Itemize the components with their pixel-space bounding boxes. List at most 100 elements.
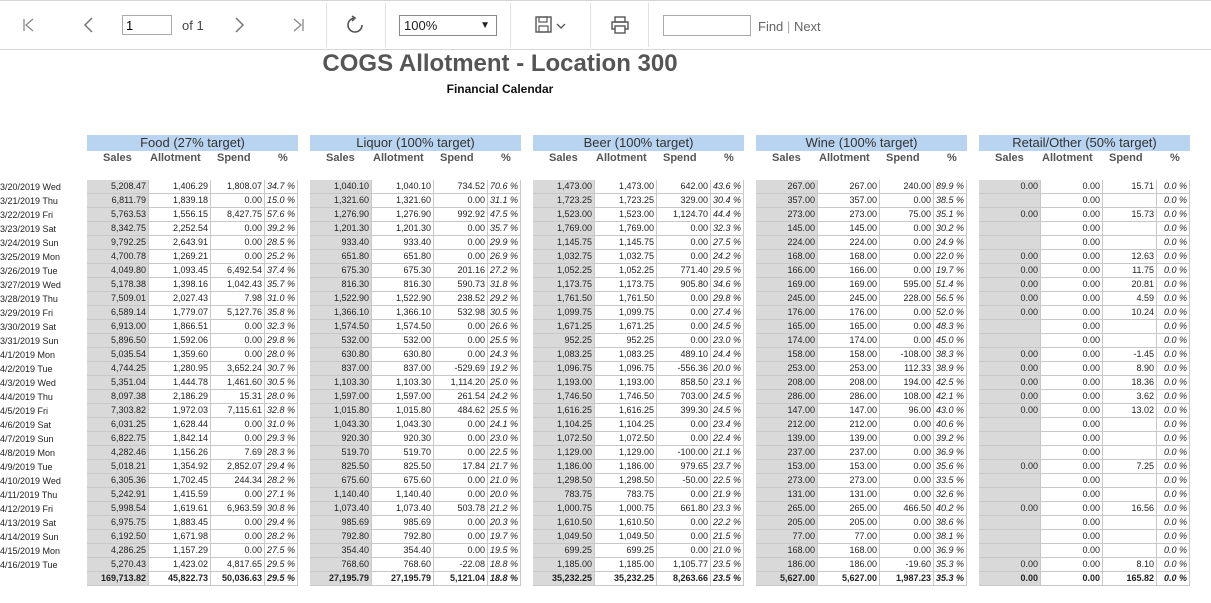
zoom-select[interactable]: 100% ▼ bbox=[399, 15, 497, 36]
percent-cell: 32.3 % bbox=[265, 320, 298, 334]
sales-cell: 186.00 bbox=[756, 558, 818, 572]
percent-cell: 0.0 % bbox=[1157, 558, 1190, 572]
table-row: 3/29/2019 Fri 6,589.14 1,779.07 5,127.76 35.… bbox=[0, 306, 1211, 320]
sales-cell: 699.25 bbox=[533, 544, 595, 558]
percent-cell: 0.0 % bbox=[1157, 306, 1190, 320]
spend-cell: 240.00 bbox=[880, 180, 934, 194]
allotment-cell: 245.00 bbox=[818, 292, 880, 306]
percent-cell: 31.1 % bbox=[488, 194, 521, 208]
allotment-cell: 2,643.91 bbox=[149, 236, 211, 250]
allotment-cell: 1,444.78 bbox=[149, 376, 211, 390]
allotment-cell: 147.00 bbox=[818, 404, 880, 418]
allotment-cell: 1,406.29 bbox=[149, 180, 211, 194]
page-number-input[interactable] bbox=[122, 15, 172, 35]
allotment-cell: 0.00 bbox=[1041, 376, 1103, 390]
column-header: Spend bbox=[217, 152, 251, 164]
percent-cell: 45.0 % bbox=[934, 334, 967, 348]
allotment-cell: 77.00 bbox=[818, 530, 880, 544]
sales-cell: 169,713.82 bbox=[87, 572, 149, 586]
allotment-cell: 1,473.00 bbox=[595, 180, 657, 194]
percent-cell: 0.0 % bbox=[1157, 516, 1190, 530]
sales-cell: 354.40 bbox=[310, 544, 372, 558]
spend-cell bbox=[1103, 320, 1157, 334]
spend-cell: 0.00 bbox=[434, 320, 488, 334]
sales-cell: 1,103.30 bbox=[310, 376, 372, 390]
spend-cell: 238.52 bbox=[434, 292, 488, 306]
print-icon[interactable] bbox=[605, 1, 635, 49]
sales-cell: 27,195.79 bbox=[310, 572, 372, 586]
next-link[interactable]: Next bbox=[793, 19, 821, 34]
row-date: 4/12/2019 Fri bbox=[0, 504, 54, 514]
allotment-cell: 212.00 bbox=[818, 418, 880, 432]
percent-cell: 30.5 % bbox=[488, 306, 521, 320]
row-date: 3/27/2019 Wed bbox=[0, 280, 61, 290]
sales-cell: 8,097.38 bbox=[87, 390, 149, 404]
sales-cell: 245.00 bbox=[756, 292, 818, 306]
save-icon[interactable] bbox=[528, 1, 574, 49]
allotment-cell: 2,027.43 bbox=[149, 292, 211, 306]
sales-cell: 147.00 bbox=[756, 404, 818, 418]
column-header: Sales bbox=[326, 152, 355, 164]
allotment-cell: 651.80 bbox=[372, 250, 434, 264]
allotment-cell: 1,280.95 bbox=[149, 362, 211, 376]
allotment-cell: 1,574.50 bbox=[372, 320, 434, 334]
find-input[interactable] bbox=[663, 15, 751, 36]
column-header: Allotment bbox=[1042, 152, 1093, 164]
percent-cell: 38.5 % bbox=[934, 194, 967, 208]
sales-cell: 0.00 bbox=[979, 250, 1041, 264]
sales-cell: 675.30 bbox=[310, 264, 372, 278]
spend-cell: 0.00 bbox=[657, 516, 711, 530]
sales-cell: 0.00 bbox=[979, 264, 1041, 278]
next-page-icon[interactable] bbox=[224, 1, 254, 49]
spend-cell: 979.65 bbox=[657, 460, 711, 474]
percent-cell: 0.0 % bbox=[1157, 474, 1190, 488]
table-row: 4/2/2019 Tue 4,744.25 1,280.95 3,652.24 30.7… bbox=[0, 362, 1211, 376]
find-link[interactable]: Find bbox=[758, 19, 784, 34]
spend-cell: 0.00 bbox=[657, 292, 711, 306]
spend-cell: 20.81 bbox=[1103, 278, 1157, 292]
percent-cell: 37.4 % bbox=[265, 264, 298, 278]
percent-cell: 0.0 % bbox=[1157, 222, 1190, 236]
row-date: 4/7/2019 Sun bbox=[0, 434, 54, 444]
sales-cell: 1,610.50 bbox=[533, 516, 595, 530]
percent-cell: 26.6 % bbox=[488, 320, 521, 334]
last-page-icon[interactable] bbox=[283, 1, 313, 49]
allotment-cell: 1,972.03 bbox=[149, 404, 211, 418]
sales-cell: 1,769.00 bbox=[533, 222, 595, 236]
allotment-cell: 0.00 bbox=[1041, 306, 1103, 320]
allotment-cell: 1,769.00 bbox=[595, 222, 657, 236]
refresh-icon[interactable] bbox=[340, 1, 370, 49]
row-date: 4/16/2019 Tue bbox=[0, 560, 58, 570]
prev-page-icon[interactable] bbox=[74, 1, 104, 49]
percent-cell: 0.0 % bbox=[1157, 250, 1190, 264]
allotment-cell: 1,083.25 bbox=[595, 348, 657, 362]
report-toolbar: of 1 100% ▼ Find | Next bbox=[0, 0, 1211, 50]
percent-cell: 36.9 % bbox=[934, 544, 967, 558]
sales-cell: 224.00 bbox=[756, 236, 818, 250]
spend-cell: 17.84 bbox=[434, 460, 488, 474]
allotment-cell: 837.00 bbox=[372, 362, 434, 376]
spend-cell: 0.00 bbox=[657, 222, 711, 236]
spend-cell: 0.00 bbox=[657, 236, 711, 250]
group-header: Food (27% target) bbox=[87, 135, 298, 151]
allotment-cell: 186.00 bbox=[818, 558, 880, 572]
spend-cell: 399.30 bbox=[657, 404, 711, 418]
sales-cell: 5,627.00 bbox=[756, 572, 818, 586]
sales-cell: 1,049.50 bbox=[533, 530, 595, 544]
column-header: Allotment bbox=[150, 152, 201, 164]
column-header: Allotment bbox=[819, 152, 870, 164]
spend-cell: -529.69 bbox=[434, 362, 488, 376]
percent-cell: 35.8 % bbox=[265, 306, 298, 320]
percent-cell: 29.8 % bbox=[265, 334, 298, 348]
sales-cell: 1,746.50 bbox=[533, 390, 595, 404]
percent-cell: 33.5 % bbox=[934, 474, 967, 488]
sales-cell: 1,523.00 bbox=[533, 208, 595, 222]
percent-cell: 0.0 % bbox=[1157, 236, 1190, 250]
allotment-cell: 952.25 bbox=[595, 334, 657, 348]
sales-cell: 825.50 bbox=[310, 460, 372, 474]
allotment-cell: 920.30 bbox=[372, 432, 434, 446]
spend-cell: 7,115.61 bbox=[211, 404, 265, 418]
first-page-icon[interactable] bbox=[14, 1, 44, 49]
sales-cell: 1,723.25 bbox=[533, 194, 595, 208]
allotment-cell: 168.00 bbox=[818, 250, 880, 264]
